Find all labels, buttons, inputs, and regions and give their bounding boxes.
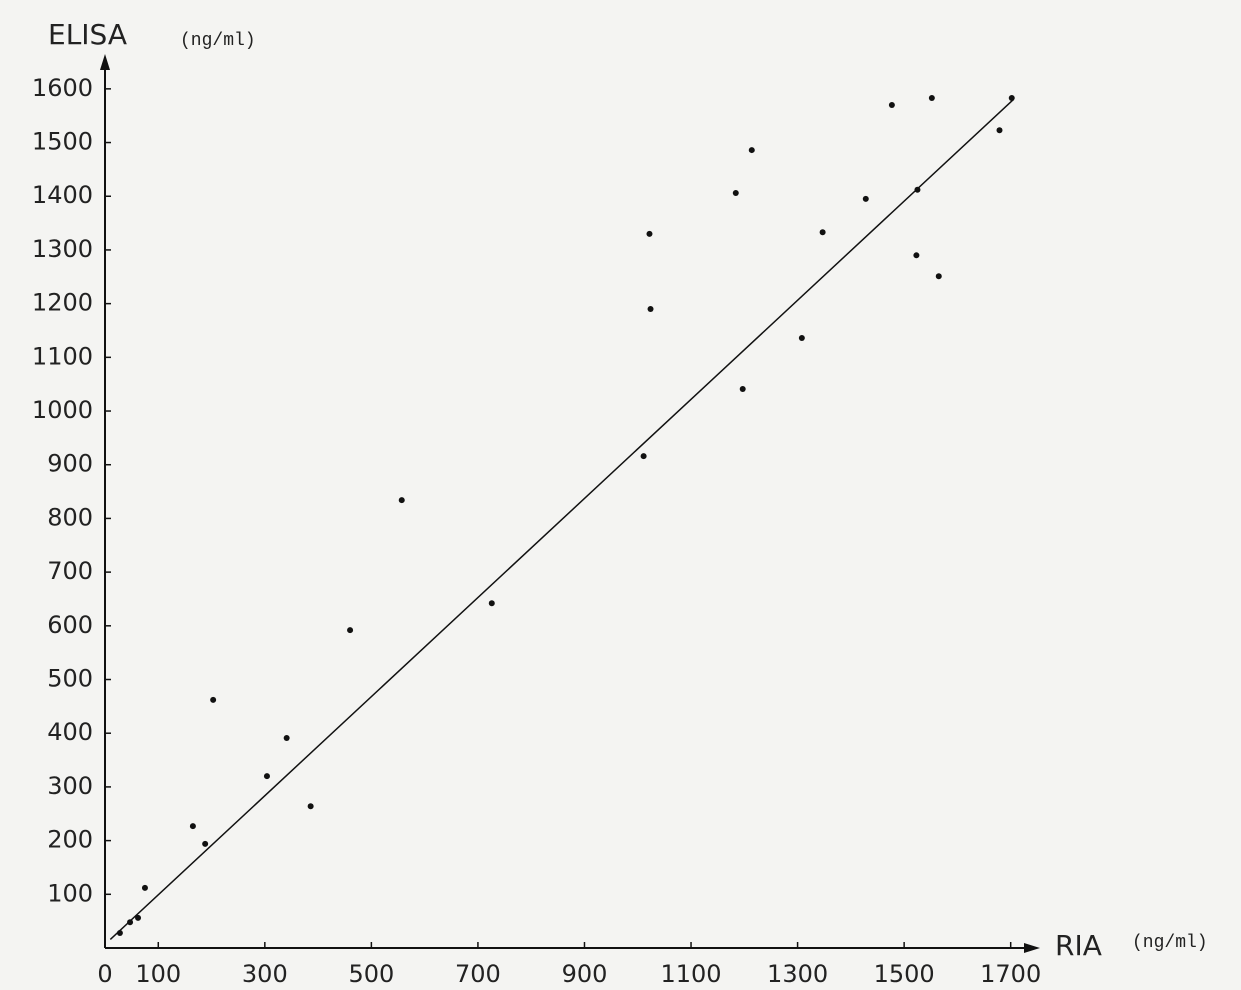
y-tick-label: 1600 <box>32 74 93 102</box>
data-point <box>399 497 405 503</box>
y-tick-label: 1300 <box>32 235 93 263</box>
x-tick-label: 1300 <box>767 960 828 988</box>
data-point <box>929 95 935 101</box>
y-axis-arrow <box>100 54 110 70</box>
y-tick-label: 400 <box>47 718 93 746</box>
data-point <box>264 773 270 779</box>
data-point <box>997 127 1003 133</box>
data-point <box>308 803 314 809</box>
chart: ELISA (ng/ml) RIA (ng/ml) 0 100 300 500 700 9… <box>0 0 1241 990</box>
y-tick-label: 300 <box>47 772 93 800</box>
data-point <box>347 627 353 633</box>
y-tick-label: 1100 <box>32 342 93 370</box>
data-point <box>142 885 148 891</box>
data-point <box>913 252 919 258</box>
data-point <box>799 335 805 341</box>
y-tick-label: 1200 <box>32 289 93 317</box>
y-tick-label: 800 <box>47 503 93 531</box>
y-axis-label: ELISA <box>48 18 127 51</box>
x-tick-label: 900 <box>562 960 608 988</box>
y-axis-unit: (ng/ml) <box>180 31 256 51</box>
data-point <box>202 841 208 847</box>
data-point <box>733 190 739 196</box>
fit-line <box>110 100 1013 940</box>
x-tick-label: 500 <box>348 960 394 988</box>
y-tick-label: 100 <box>47 879 93 907</box>
y-tick-label: 1400 <box>32 181 93 209</box>
data-point <box>820 229 826 235</box>
y-tick-label: 1500 <box>32 128 93 156</box>
data-point <box>284 735 290 741</box>
y-tick-label: 200 <box>47 826 93 854</box>
x-tick-label: 1100 <box>660 960 721 988</box>
data-point <box>641 453 647 459</box>
data-point <box>648 306 654 312</box>
data-point <box>749 147 755 153</box>
x-tick-label: 300 <box>242 960 288 988</box>
y-tick-label: 1000 <box>32 396 93 424</box>
y-tick-label: 600 <box>47 611 93 639</box>
y-tick-label: 500 <box>47 665 93 693</box>
x-tick-label: 700 <box>455 960 501 988</box>
x-tick-label: 0 <box>97 960 112 988</box>
x-tick-label: 100 <box>135 960 181 988</box>
data-point <box>646 231 652 237</box>
data-point <box>210 697 216 703</box>
data-point <box>936 273 942 279</box>
data-point <box>489 600 495 606</box>
x-tick-label: 1700 <box>980 960 1041 988</box>
y-tick-label: 900 <box>47 450 93 478</box>
x-axis-arrow <box>1024 943 1040 953</box>
data-point <box>889 102 895 108</box>
x-tick-label: 1500 <box>874 960 935 988</box>
data-point <box>740 386 746 392</box>
x-axis-label: RIA <box>1055 929 1102 962</box>
y-tick-label: 700 <box>47 557 93 585</box>
data-point <box>863 196 869 202</box>
x-axis-unit: (ng/ml) <box>1132 933 1208 953</box>
data-point <box>190 823 196 829</box>
